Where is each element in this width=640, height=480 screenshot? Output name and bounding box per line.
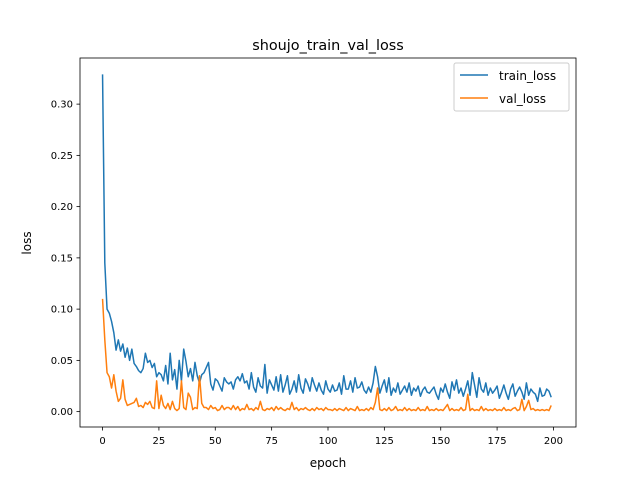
series-line-train-loss bbox=[101, 74, 552, 403]
y-axis-label: loss bbox=[20, 231, 34, 254]
x-tick-label: 150 bbox=[431, 436, 450, 447]
x-tick-label: 50 bbox=[209, 436, 222, 447]
x-tick-label: 125 bbox=[375, 436, 394, 447]
chart-title: shoujo_train_val_loss bbox=[252, 38, 404, 54]
x-tick-label: 0 bbox=[99, 436, 105, 447]
y-tick-label: 0.20 bbox=[51, 202, 73, 213]
y-tick-label: 0.15 bbox=[51, 253, 73, 264]
y-tick-label: 0.00 bbox=[51, 407, 73, 418]
legend: train_loss val_loss bbox=[453, 62, 570, 112]
y-tick-label: 0.30 bbox=[51, 100, 73, 111]
y-tick-label: 0.05 bbox=[51, 356, 73, 367]
y-axis-ticks: 0.00 0.05 0.10 0.15 0.20 0.25 0.30 bbox=[51, 100, 80, 418]
x-tick-label: 25 bbox=[153, 436, 166, 447]
x-tick-label: 175 bbox=[488, 436, 507, 447]
x-axis-label: epoch bbox=[310, 456, 347, 470]
y-tick-label: 0.10 bbox=[51, 305, 73, 316]
legend-label-val-loss: val_loss bbox=[499, 92, 546, 106]
x-axis-ticks: 0 25 50 75 100 125 150 175 200 bbox=[99, 427, 563, 447]
x-tick-label: 100 bbox=[318, 436, 337, 447]
y-tick-label: 0.25 bbox=[51, 151, 73, 162]
series-line-val-loss bbox=[101, 298, 552, 412]
x-tick-label: 75 bbox=[265, 436, 278, 447]
x-tick-label: 200 bbox=[544, 436, 563, 447]
series-layer bbox=[101, 74, 552, 412]
legend-label-train-loss: train_loss bbox=[499, 69, 556, 83]
